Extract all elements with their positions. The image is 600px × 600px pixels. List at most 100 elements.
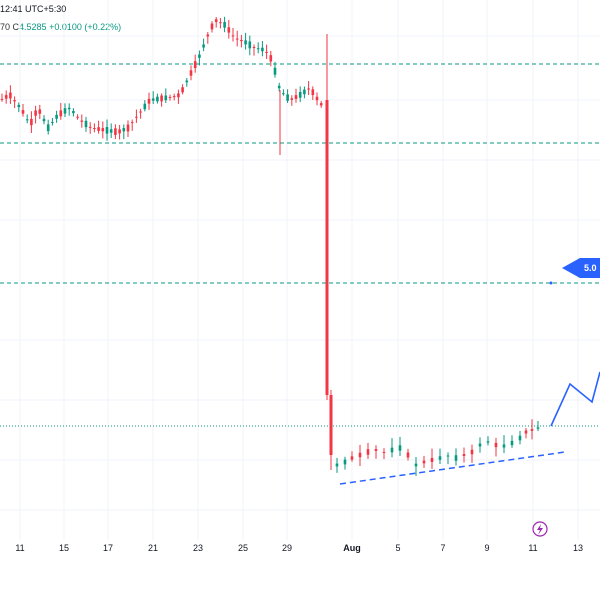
candle-body: [414, 463, 418, 467]
close-value: 4.5285: [19, 22, 47, 32]
candle-body: [398, 445, 402, 451]
candle-body: [374, 449, 378, 451]
candle-body: [518, 435, 522, 441]
candle-body: [76, 116, 79, 118]
candle-body: [350, 456, 354, 460]
candle-body: [227, 27, 231, 33]
candle-body: [298, 92, 302, 98]
candle-body: [25, 119, 29, 121]
candle-body: [252, 46, 256, 48]
candle-body: [122, 128, 126, 132]
candle-body: [438, 456, 442, 460]
candle-body: [46, 124, 50, 132]
candle-body: [38, 109, 42, 114]
candle-body: [430, 457, 434, 463]
x-tick-label: 13: [573, 543, 583, 553]
candle-body: [446, 455, 450, 457]
candle-body: [290, 98, 294, 100]
candle-body: [202, 44, 205, 48]
candle-body: [164, 95, 168, 101]
candle-body: [214, 19, 218, 22]
candle-body: [168, 96, 172, 98]
candle-body: [210, 23, 214, 30]
candle-body: [0, 98, 4, 100]
x-tick-label: Aug: [343, 543, 361, 553]
x-tick-label: 21: [148, 543, 158, 553]
candle-body: [502, 444, 506, 448]
candle-body: [51, 121, 54, 123]
candle-body: [282, 93, 285, 95]
x-tick-label: 29: [282, 543, 292, 553]
candle-body: [34, 110, 37, 116]
candle-body: [101, 128, 105, 132]
candle-body: [235, 38, 239, 40]
price-tag: 5.0: [562, 258, 600, 278]
candle-body: [510, 440, 514, 446]
candle-body: [390, 447, 394, 453]
horizontal-levels: [0, 63, 600, 427]
candle-body: [406, 452, 410, 458]
candle-body: [325, 100, 329, 395]
candle-body: [294, 95, 298, 99]
candle-body: [114, 128, 117, 135]
projection-path: [550, 371, 600, 427]
x-tick-label: 25: [238, 543, 248, 553]
change-value: +0.0100 (+0.22%): [49, 22, 122, 32]
candle-body: [147, 98, 151, 104]
candle-body: [109, 129, 113, 133]
x-tick-label: 11: [15, 543, 24, 553]
x-tick-label: 9: [484, 543, 489, 553]
candle-body: [329, 395, 333, 455]
price-tag-shape: [562, 258, 600, 278]
candle-body: [139, 111, 142, 113]
candle-body: [319, 103, 323, 106]
candle-body: [206, 34, 210, 37]
candle-body: [198, 54, 201, 58]
candle-body: [244, 40, 247, 45]
candle-body: [130, 122, 134, 124]
header-time: 12:41 UTC+5:30: [0, 4, 66, 14]
candle-body: [265, 51, 268, 53]
candle-body: [172, 96, 176, 98]
candle-body: [151, 98, 155, 101]
candle-body: [269, 55, 273, 62]
candle-body: [248, 41, 252, 49]
candlestick-series: [0, 16, 540, 477]
candle-body: [30, 118, 33, 126]
candle-body: [261, 47, 264, 52]
candle-body: [256, 48, 260, 50]
candle-body: [315, 96, 319, 101]
x-tick-label: 5: [395, 543, 400, 553]
target-anchor-point: [549, 281, 553, 285]
candle-body: [17, 104, 21, 108]
candle-body: [189, 70, 193, 76]
candle-body: [88, 126, 92, 128]
candle-body: [382, 451, 386, 453]
candle-body: [470, 449, 474, 455]
x-tick-label: 23: [193, 543, 203, 553]
candle-body: [223, 21, 226, 28]
lightning-bolt-icon[interactable]: [532, 521, 548, 537]
candle-body: [185, 80, 189, 83]
candle-body: [219, 22, 222, 24]
close-label: C: [12, 22, 20, 32]
ohlc-legend: 70 C4.5285 +0.0100 (+0.22%): [0, 22, 121, 32]
candle-body: [160, 95, 163, 102]
candle-body: [240, 39, 243, 42]
x-tick-label: 7: [440, 543, 445, 553]
candle-body: [486, 441, 490, 443]
candle-body: [177, 93, 180, 98]
candle-body: [181, 87, 184, 93]
candle-body: [59, 110, 63, 117]
x-tick-label: 11: [528, 543, 537, 553]
candle-body: [303, 89, 306, 95]
candle-body: [462, 454, 466, 456]
rising-support-line: [339, 451, 566, 485]
candle-body: [335, 463, 339, 467]
candle-body: [97, 127, 100, 131]
x-tick-label: 17: [103, 543, 113, 553]
candle-body: [422, 460, 426, 464]
chart-grid: [0, 0, 600, 540]
ohlc-partial-value: 70: [0, 22, 11, 32]
